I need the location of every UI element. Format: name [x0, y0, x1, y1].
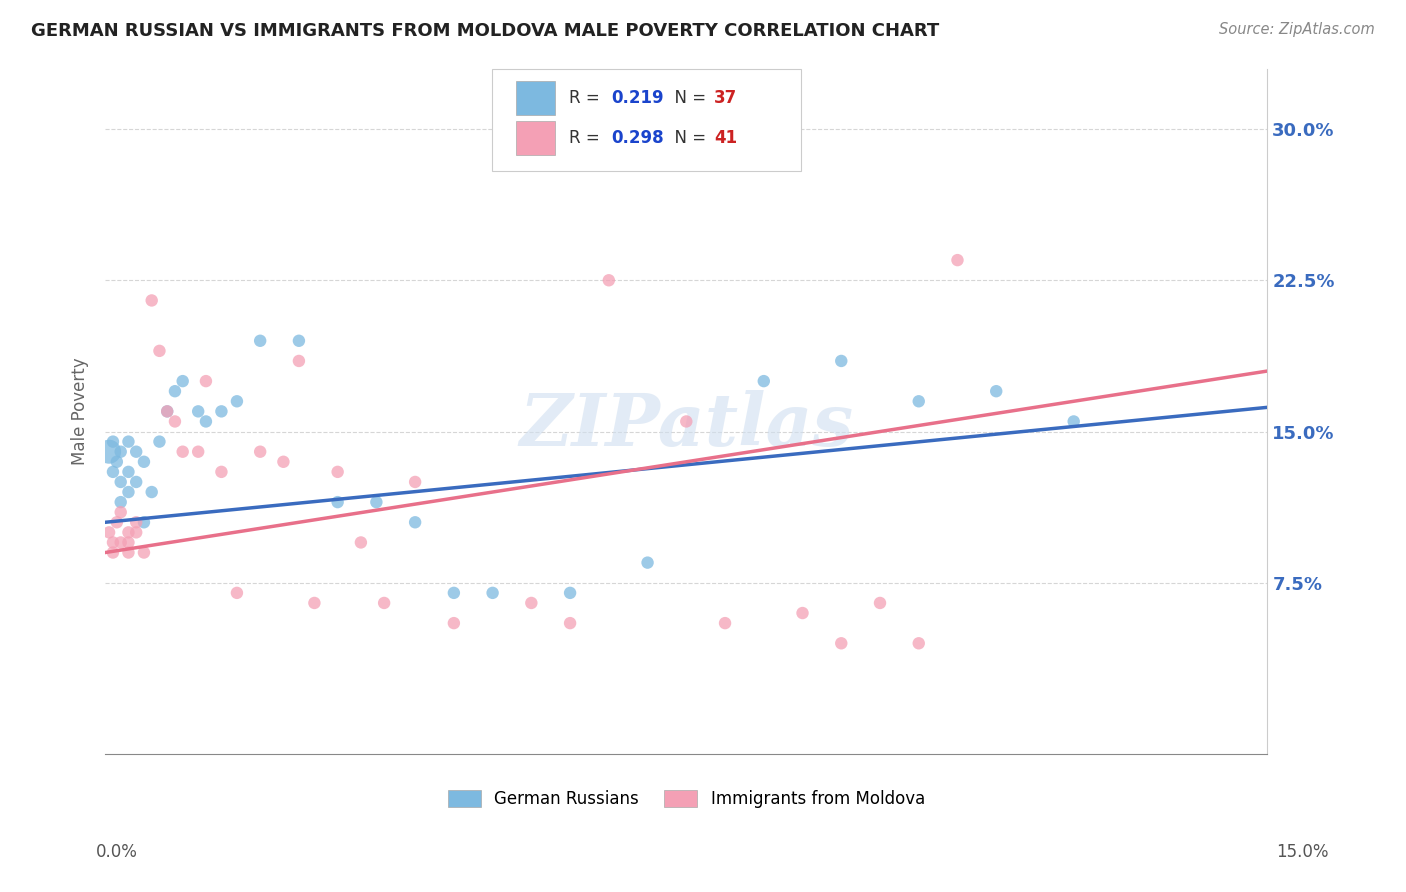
Point	[148, 343, 170, 358]
Point	[326, 465, 349, 479]
Point	[117, 545, 139, 559]
Text: N =: N =	[664, 129, 711, 147]
Point	[598, 273, 620, 287]
Point	[172, 444, 194, 458]
Point	[249, 444, 271, 458]
Point	[869, 596, 891, 610]
Point	[558, 586, 581, 600]
Text: 37: 37	[714, 89, 738, 107]
Point	[148, 434, 170, 449]
Text: GERMAN RUSSIAN VS IMMIGRANTS FROM MOLDOVA MALE POVERTY CORRELATION CHART: GERMAN RUSSIAN VS IMMIGRANTS FROM MOLDOV…	[31, 22, 939, 40]
Point	[249, 334, 271, 348]
Point	[98, 444, 121, 458]
Point	[105, 516, 128, 530]
Point	[326, 495, 349, 509]
Point	[117, 465, 139, 479]
Point	[481, 586, 503, 600]
Point	[117, 535, 139, 549]
Text: ZIPatlas: ZIPatlas	[519, 390, 853, 460]
Point	[404, 475, 426, 489]
Point	[110, 535, 132, 549]
Point	[194, 374, 217, 388]
Point	[226, 394, 249, 409]
Point	[558, 616, 581, 631]
Point	[141, 485, 163, 500]
Point	[110, 505, 132, 519]
Point	[101, 535, 124, 549]
Point	[350, 535, 373, 549]
Point	[443, 586, 465, 600]
Point	[373, 596, 395, 610]
Text: R =: R =	[569, 89, 606, 107]
Point	[125, 475, 148, 489]
Point	[101, 434, 124, 449]
Point	[101, 465, 124, 479]
Text: 0.0%: 0.0%	[96, 843, 138, 861]
Point	[101, 545, 124, 559]
Point	[637, 556, 659, 570]
Point	[288, 354, 311, 368]
Point	[172, 374, 194, 388]
Point	[209, 404, 232, 418]
Point	[163, 414, 186, 428]
Point	[156, 404, 179, 418]
Point	[132, 545, 155, 559]
Point	[194, 414, 217, 428]
Point	[752, 374, 775, 388]
Point	[830, 636, 852, 650]
Point	[443, 616, 465, 631]
Point	[132, 455, 155, 469]
Text: N =: N =	[664, 89, 711, 107]
Point	[404, 516, 426, 530]
Point	[304, 596, 326, 610]
Point	[110, 475, 132, 489]
Point	[163, 384, 186, 399]
Point	[110, 444, 132, 458]
Point	[156, 404, 179, 418]
Point	[830, 354, 852, 368]
Point	[117, 485, 139, 500]
Point	[520, 596, 543, 610]
Point	[907, 636, 929, 650]
Text: Source: ZipAtlas.com: Source: ZipAtlas.com	[1219, 22, 1375, 37]
Point	[187, 444, 209, 458]
Text: 41: 41	[714, 129, 737, 147]
Text: 0.298: 0.298	[612, 129, 664, 147]
Point	[209, 465, 232, 479]
Point	[946, 253, 969, 268]
Point	[907, 394, 929, 409]
Text: 0.219: 0.219	[612, 89, 664, 107]
Point	[366, 495, 388, 509]
Point	[792, 606, 814, 620]
Text: R =: R =	[569, 129, 606, 147]
Point	[226, 586, 249, 600]
Point	[986, 384, 1008, 399]
Point	[132, 516, 155, 530]
Text: 15.0%: 15.0%	[1277, 843, 1329, 861]
Point	[125, 444, 148, 458]
Point	[110, 495, 132, 509]
Legend: German Russians, Immigrants from Moldova: German Russians, Immigrants from Moldova	[441, 783, 932, 814]
Point	[105, 455, 128, 469]
Point	[752, 132, 775, 146]
Point	[125, 525, 148, 540]
Point	[288, 334, 311, 348]
Point	[714, 616, 737, 631]
Point	[117, 525, 139, 540]
Y-axis label: Male Poverty: Male Poverty	[72, 358, 89, 465]
Point	[98, 525, 121, 540]
Point	[675, 414, 697, 428]
Point	[1063, 414, 1085, 428]
Point	[125, 516, 148, 530]
Point	[273, 455, 295, 469]
Point	[141, 293, 163, 308]
Point	[117, 434, 139, 449]
Point	[187, 404, 209, 418]
